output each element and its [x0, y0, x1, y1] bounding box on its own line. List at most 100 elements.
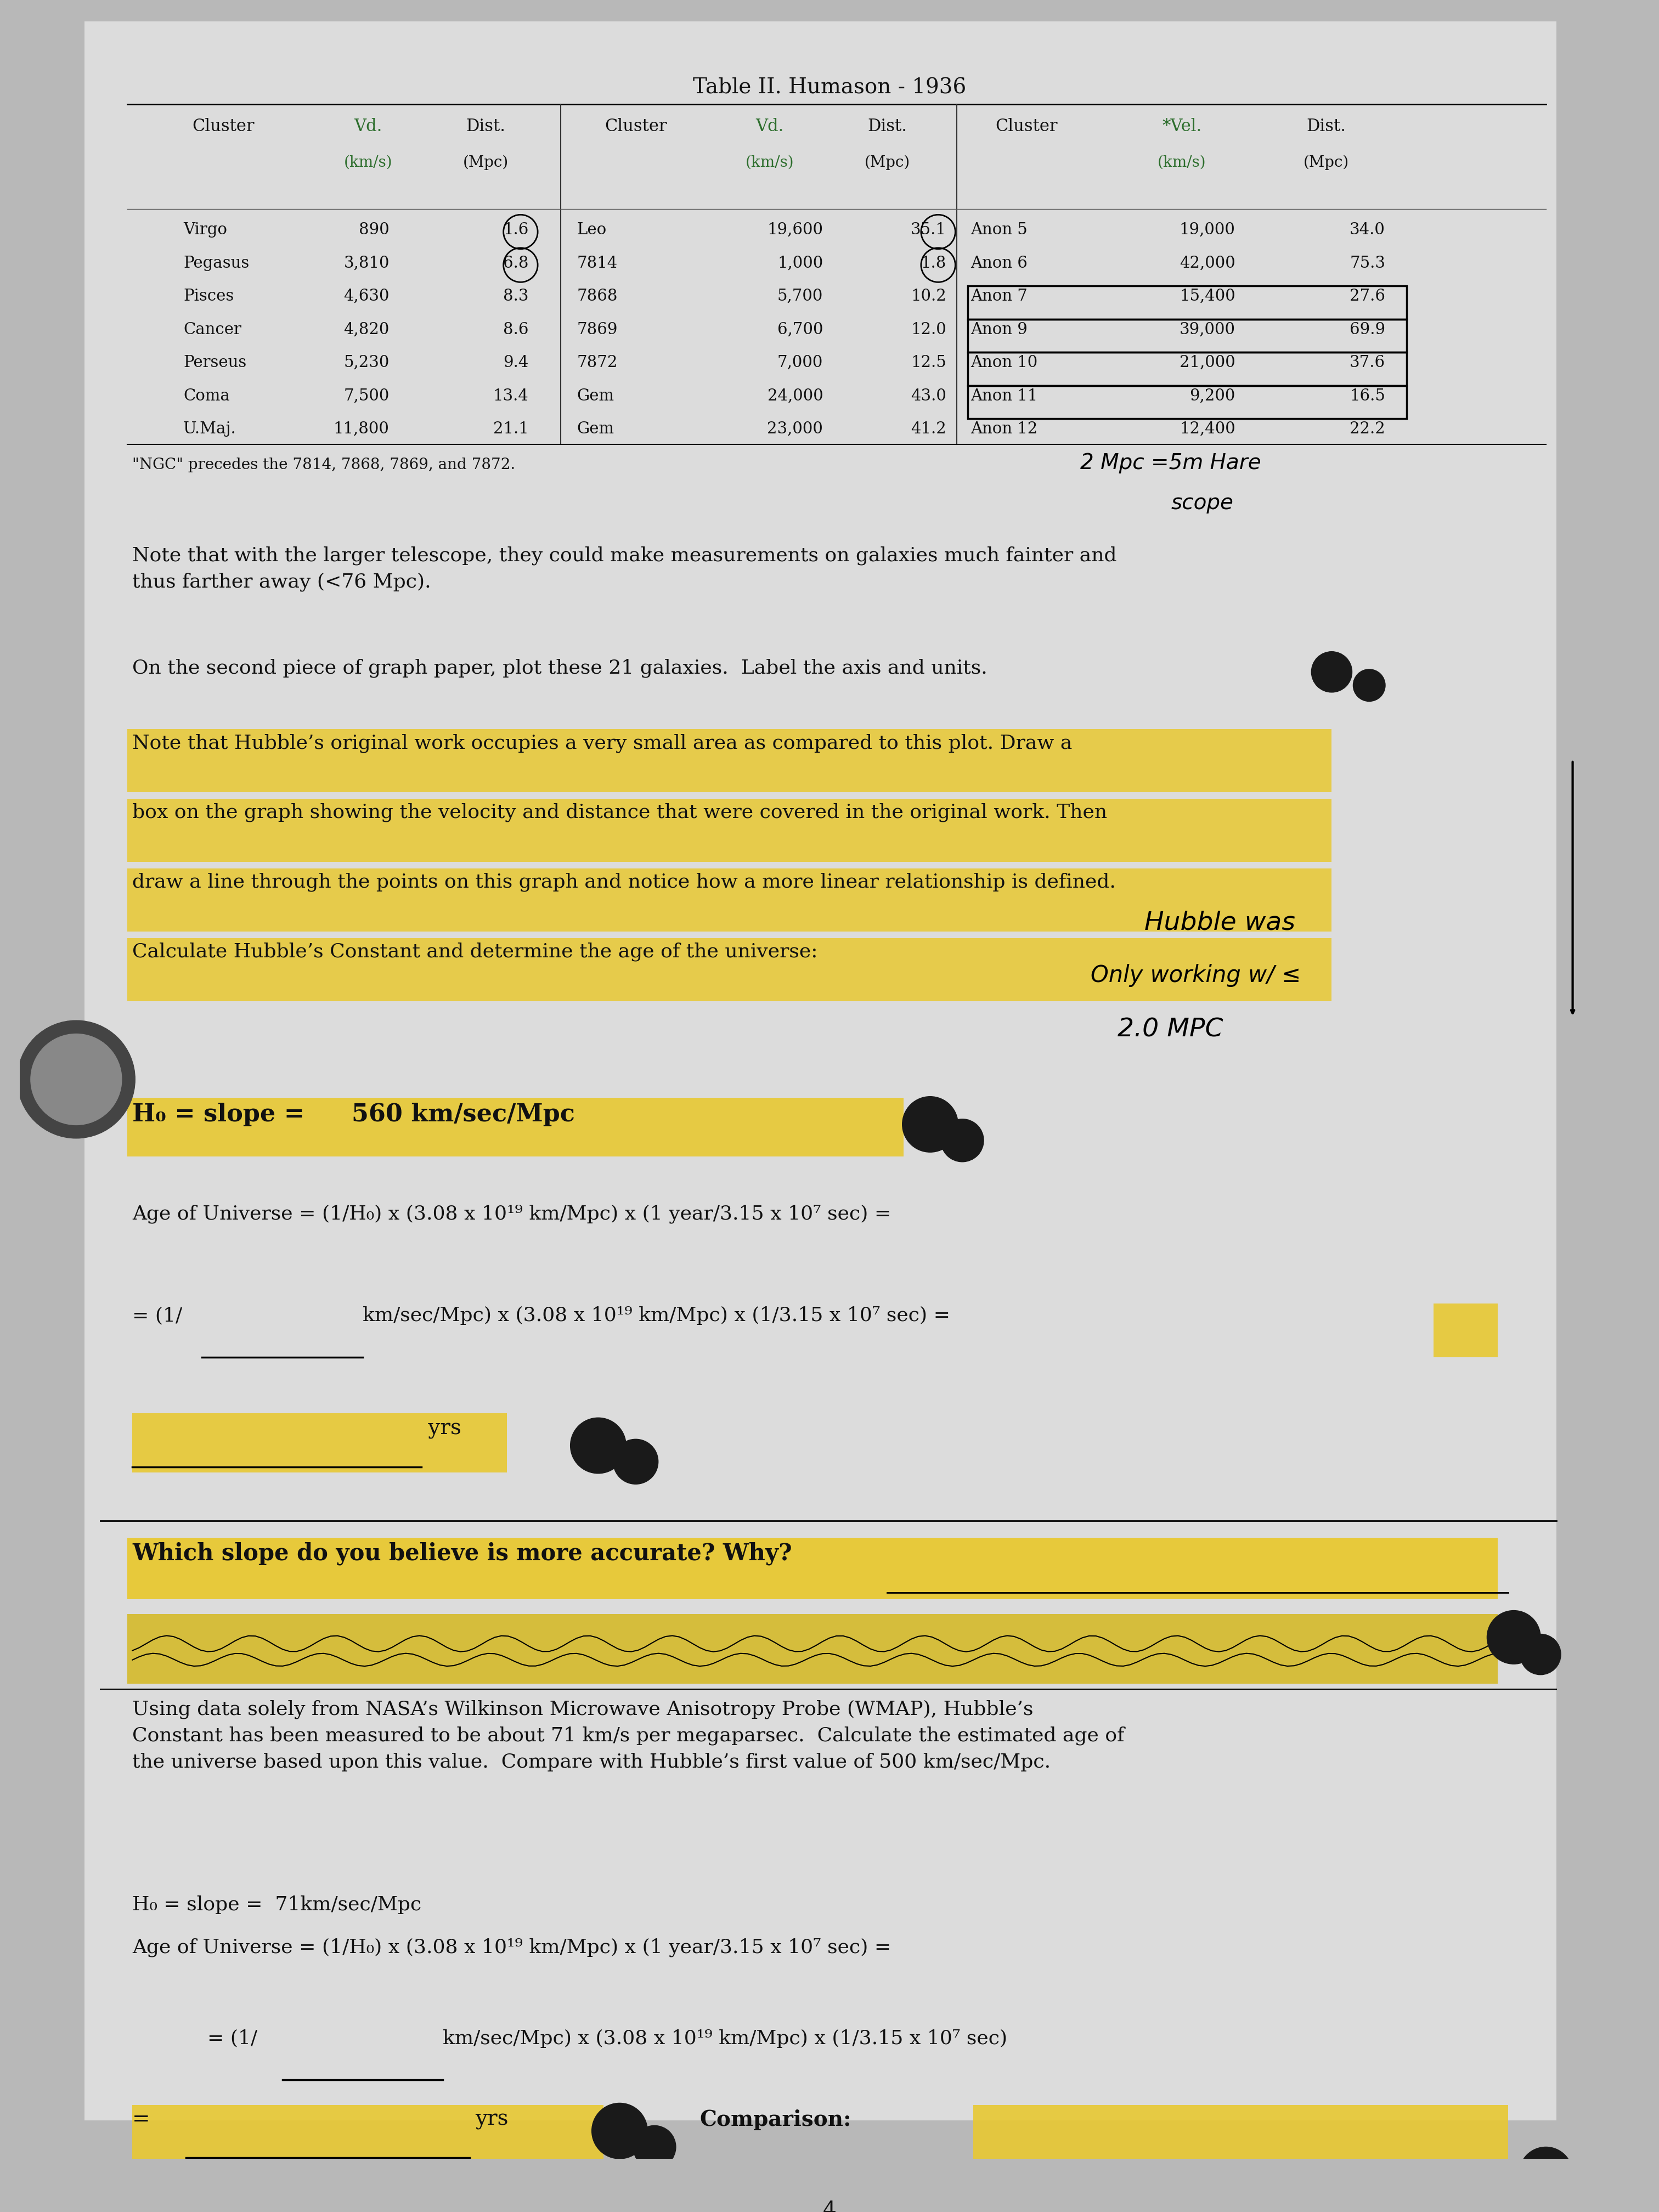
Text: 15,400: 15,400 — [1180, 288, 1236, 303]
Text: Note that with the larger telescope, they could make measurements on galaxies mu: Note that with the larger telescope, the… — [133, 546, 1117, 591]
Bar — [128, 1097, 904, 1157]
Bar — [128, 1615, 1498, 1683]
Bar — [967, 319, 1407, 352]
Text: 75.3: 75.3 — [1349, 254, 1385, 270]
Text: 35.1: 35.1 — [911, 221, 946, 237]
Text: =: = — [133, 2110, 151, 2130]
Text: Pegasus: Pegasus — [182, 254, 249, 270]
Bar — [967, 385, 1407, 418]
Text: (Mpc): (Mpc) — [1304, 155, 1349, 170]
Text: 7,500: 7,500 — [343, 387, 390, 403]
Text: scope: scope — [1171, 493, 1234, 513]
Circle shape — [902, 1097, 957, 1152]
Text: 7,000: 7,000 — [778, 354, 823, 369]
Circle shape — [634, 2126, 675, 2168]
Text: Cluster: Cluster — [995, 117, 1058, 135]
Text: = (1/: = (1/ — [133, 1307, 182, 1325]
Text: 5,230: 5,230 — [343, 354, 390, 369]
Text: Hubble was: Hubble was — [1145, 909, 1296, 936]
Text: Virgo: Virgo — [182, 221, 227, 237]
Text: 2 Mpc =5m Hare: 2 Mpc =5m Hare — [1080, 453, 1261, 473]
Text: km/sec/Mpc) x (3.08 x 10¹⁹ km/Mpc) x (1/3.15 x 10⁷ sec) =: km/sec/Mpc) x (3.08 x 10¹⁹ km/Mpc) x (1/… — [363, 1307, 951, 1325]
Text: 19,600: 19,600 — [766, 221, 823, 237]
Text: H₀ = slope =: H₀ = slope = — [133, 1104, 314, 1126]
Text: 8.3: 8.3 — [503, 288, 529, 303]
Text: 19,000: 19,000 — [1180, 221, 1236, 237]
Bar — [133, 1413, 508, 1473]
Text: 7872: 7872 — [577, 354, 617, 369]
Text: 5,700: 5,700 — [778, 288, 823, 303]
Text: Anon 11: Anon 11 — [971, 387, 1037, 403]
Text: 1.6: 1.6 — [503, 221, 529, 237]
Text: yrs: yrs — [421, 1418, 461, 1440]
Text: 9,200: 9,200 — [1190, 387, 1236, 403]
Text: Age of Universe = (1/H₀) x (3.08 x 10¹⁹ km/Mpc) x (1 year/3.15 x 10⁷ sec) =: Age of Universe = (1/H₀) x (3.08 x 10¹⁹ … — [133, 1938, 891, 1958]
Bar — [967, 285, 1407, 319]
Text: 560 km/sec/Mpc: 560 km/sec/Mpc — [352, 1104, 576, 1126]
Text: 43.0: 43.0 — [911, 387, 946, 403]
Bar — [1433, 1303, 1498, 1358]
Text: 12.0: 12.0 — [911, 321, 946, 336]
Text: Which slope do you believe is more accurate? Why?: Which slope do you believe is more accur… — [133, 1542, 793, 1566]
Text: 37.6: 37.6 — [1349, 354, 1385, 369]
Text: 7814: 7814 — [577, 254, 617, 270]
Text: 2.0 MPC: 2.0 MPC — [1118, 1018, 1223, 1042]
Text: Anon 10: Anon 10 — [971, 354, 1037, 369]
Text: 10.2: 10.2 — [911, 288, 946, 303]
Text: U.Maj.: U.Maj. — [182, 420, 236, 436]
Bar — [133, 2106, 604, 2163]
Circle shape — [17, 1020, 134, 1139]
Text: 1,000: 1,000 — [778, 254, 823, 270]
Text: 12.5: 12.5 — [911, 354, 946, 369]
Text: (km/s): (km/s) — [1158, 155, 1206, 170]
Text: Anon 6: Anon 6 — [971, 254, 1027, 270]
Text: 16.5: 16.5 — [1350, 387, 1385, 403]
Text: box on the graph showing the velocity and distance that were covered in the orig: box on the graph showing the velocity an… — [133, 803, 1107, 823]
Text: Coma: Coma — [182, 387, 231, 403]
Circle shape — [614, 1440, 659, 1484]
Text: (km/s): (km/s) — [343, 155, 392, 170]
Text: Cancer: Cancer — [182, 321, 241, 336]
Text: Only working w/ ≤: Only working w/ ≤ — [1090, 964, 1301, 987]
Bar — [967, 352, 1407, 385]
Text: Gem: Gem — [577, 387, 614, 403]
Circle shape — [941, 1119, 984, 1161]
Text: 12,400: 12,400 — [1180, 420, 1236, 436]
Circle shape — [592, 2104, 647, 2159]
Text: Using data solely from NASA’s Wilkinson Microwave Anisotropy Probe (WMAP), Hubbl: Using data solely from NASA’s Wilkinson … — [133, 1699, 1125, 1772]
Bar — [972, 2106, 1508, 2163]
Bar — [128, 869, 1332, 931]
Text: Gem: Gem — [577, 420, 614, 436]
Text: Comparison:: Comparison: — [700, 2110, 851, 2130]
Text: Table II. Humason - 1936: Table II. Humason - 1936 — [693, 77, 966, 97]
Circle shape — [1486, 1610, 1541, 1663]
Text: draw a line through the points on this graph and notice how a more linear relati: draw a line through the points on this g… — [133, 874, 1117, 891]
Text: 890: 890 — [358, 221, 390, 237]
Text: 22.2: 22.2 — [1350, 420, 1385, 436]
Text: Dist.: Dist. — [1307, 117, 1345, 135]
Text: Pisces: Pisces — [182, 288, 234, 303]
Text: Cluster: Cluster — [192, 117, 254, 135]
Circle shape — [1520, 2148, 1573, 2201]
Text: (Mpc): (Mpc) — [463, 155, 509, 170]
Text: "NGC" precedes the 7814, 7868, 7869, and 7872.: "NGC" precedes the 7814, 7868, 7869, and… — [133, 458, 516, 473]
Text: H₀ = slope =  71km/sec/Mpc: H₀ = slope = 71km/sec/Mpc — [133, 1896, 421, 1913]
Text: (km/s): (km/s) — [745, 155, 795, 170]
Text: 27.6: 27.6 — [1349, 288, 1385, 303]
Text: Note that Hubble’s original work occupies a very small area as compared to this : Note that Hubble’s original work occupie… — [133, 734, 1072, 752]
Text: 69.9: 69.9 — [1349, 321, 1385, 336]
Circle shape — [571, 1418, 625, 1473]
Text: 39,000: 39,000 — [1180, 321, 1236, 336]
Circle shape — [1311, 653, 1352, 692]
Text: yrs: yrs — [474, 2110, 508, 2130]
Text: 34.0: 34.0 — [1350, 221, 1385, 237]
Text: *Vel.: *Vel. — [1161, 117, 1201, 135]
Text: 23,000: 23,000 — [766, 420, 823, 436]
Text: 4,820: 4,820 — [343, 321, 390, 336]
Text: Anon 9: Anon 9 — [971, 321, 1027, 336]
Text: km/sec/Mpc) x (3.08 x 10¹⁹ km/Mpc) x (1/3.15 x 10⁷ sec): km/sec/Mpc) x (3.08 x 10¹⁹ km/Mpc) x (1/… — [443, 2028, 1007, 2048]
Text: 21.1: 21.1 — [493, 420, 529, 436]
Bar — [128, 730, 1332, 792]
Text: 7869: 7869 — [577, 321, 617, 336]
Text: Leo: Leo — [577, 221, 607, 237]
